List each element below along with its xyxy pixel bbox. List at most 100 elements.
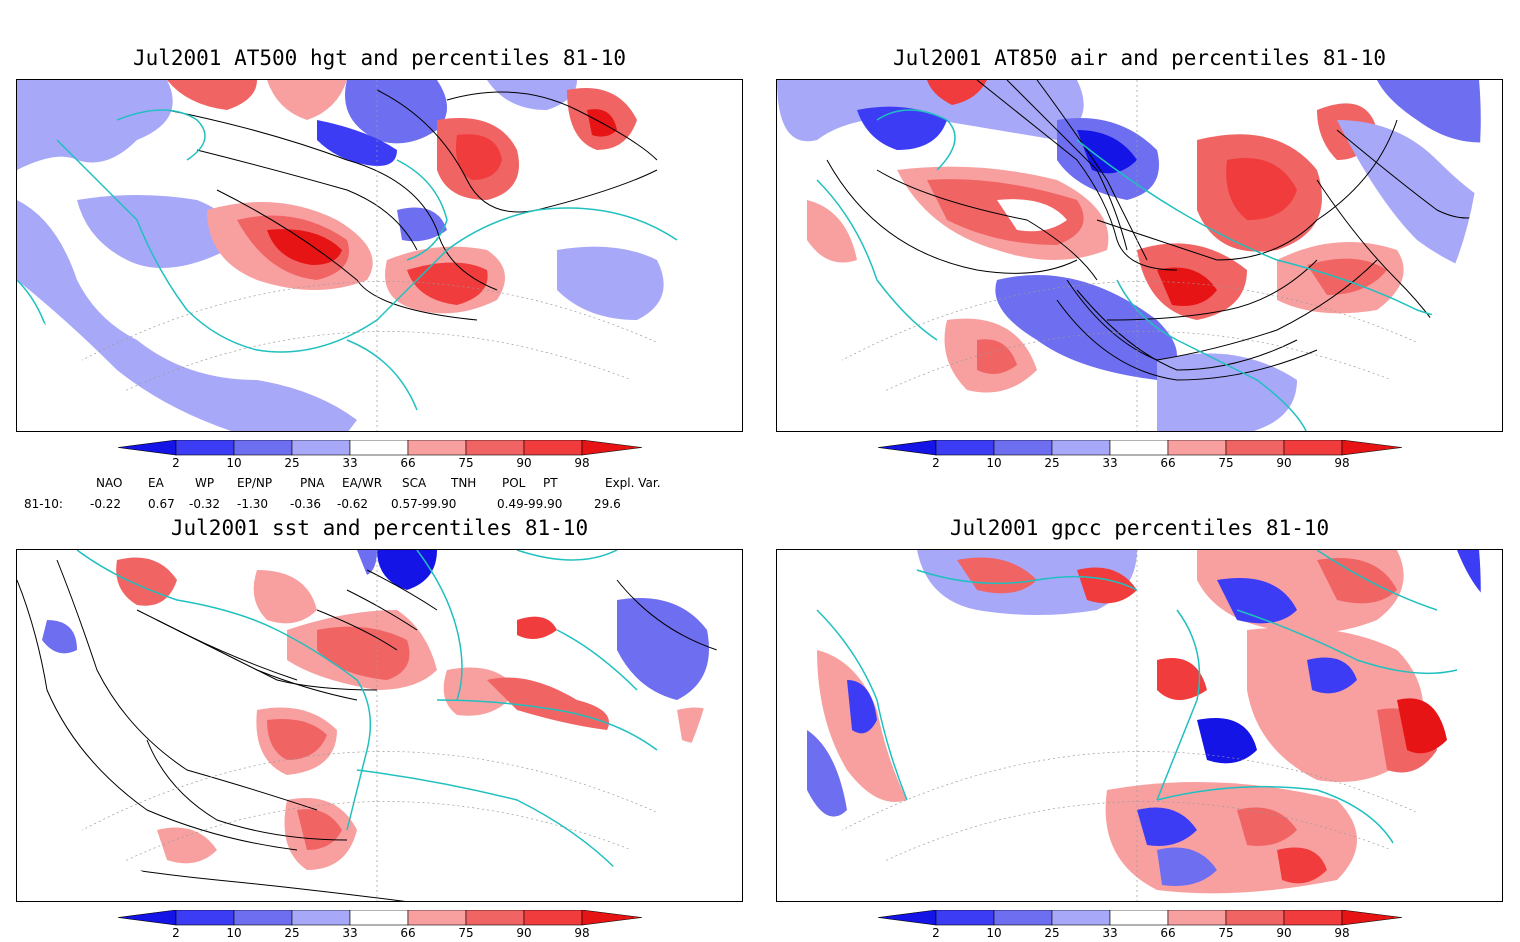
- colorbar-end-low: [878, 910, 937, 926]
- colorbar-end-high: [1341, 440, 1402, 456]
- colorbar-tick-label: 90: [1276, 926, 1292, 940]
- panel-title-sst: Jul2001 sst and percentiles 81-10: [170, 516, 589, 540]
- map-panel-gpcc: [776, 549, 1503, 902]
- colorbar-tick-label: 90: [516, 926, 532, 940]
- colorbar-tick-label: 25: [1044, 456, 1060, 470]
- colorbar-segment: [993, 910, 1053, 926]
- index-value-epnp: -1.30: [237, 497, 269, 511]
- colorbar-tick-label: 33: [342, 456, 358, 470]
- colorbar-tick-label: 98: [1334, 456, 1350, 470]
- colorbar-tick-label: 75: [1218, 456, 1234, 470]
- colorbar-segment: [465, 910, 525, 926]
- colorbar-tick-label: 33: [1102, 926, 1118, 940]
- colorbar-tick-label: 66: [1160, 456, 1176, 470]
- colorbar-segment: [291, 440, 351, 456]
- map-hgt500: [17, 80, 742, 431]
- colorbar-segment: [349, 910, 409, 926]
- colorbar-tick-label: 10: [986, 456, 1002, 470]
- index-value-ea: 0.67: [148, 497, 175, 511]
- colorbar-tick-label: 66: [1160, 926, 1176, 940]
- colorbar-end-high: [581, 440, 642, 456]
- colorbar-tick-label: 25: [1044, 926, 1060, 940]
- colorbar-segment: [1051, 910, 1111, 926]
- map-air850: [777, 80, 1502, 431]
- colorbar-end-high: [1341, 910, 1402, 926]
- colorbar-tick-label: 2: [172, 456, 180, 470]
- colorbar-tick-label: 10: [226, 456, 242, 470]
- index-header-explvar: Expl. Var.: [605, 476, 661, 490]
- panel-title-gpcc: Jul2001 gpcc percentiles 81-10: [949, 516, 1330, 540]
- colorbar-end-low: [878, 440, 937, 456]
- colorbar-segment: [1109, 910, 1169, 926]
- index-value-pna: -0.36: [290, 497, 322, 511]
- colorbar-segment: [1283, 910, 1343, 926]
- colorbar-hgt500: 2 10 25 33 66 75 90 98: [118, 440, 642, 472]
- map-panel-sst: [16, 549, 743, 902]
- colorbar-segment: [233, 910, 293, 926]
- index-header-pt: PT: [543, 476, 558, 490]
- colorbar-segment: [175, 440, 235, 456]
- colorbar-gpcc: 2 10 25 33 66 75 90 98: [878, 910, 1402, 942]
- colorbar-segment: [1167, 440, 1227, 456]
- colorbar-segment: [407, 440, 467, 456]
- colorbar-tick-label: 10: [986, 926, 1002, 940]
- index-row-label: 81-10:: [24, 497, 63, 511]
- colorbar-segment: [1109, 440, 1169, 456]
- colorbar-segment: [935, 440, 995, 456]
- map-sst: [17, 550, 742, 901]
- colorbar-tick-label: 66: [400, 926, 416, 940]
- colorbar-segment: [523, 440, 583, 456]
- colorbar-tick-label: 66: [400, 456, 416, 470]
- colorbar-tick-label: 2: [932, 456, 940, 470]
- colorbar-tick-label: 2: [172, 926, 180, 940]
- colorbar-end-high: [581, 910, 642, 926]
- colorbar-segment: [407, 910, 467, 926]
- colorbar-tick-label: 90: [1276, 456, 1292, 470]
- colorbar-sst: 2 10 25 33 66 75 90 98: [118, 910, 642, 942]
- map-panel-hgt500: [16, 79, 743, 432]
- colorbar-tick-label: 25: [284, 926, 300, 940]
- colorbar-tick-label: 90: [516, 456, 532, 470]
- index-value-explvar: 29.6: [594, 497, 621, 511]
- index-header-sca: SCA: [402, 476, 427, 490]
- index-value-nao: -0.22: [90, 497, 122, 511]
- index-header-epnp: EP/NP: [237, 476, 273, 490]
- panel-title-hgt500: Jul2001 AT500 hgt and percentiles 81-10: [132, 46, 627, 70]
- colorbar-segment: [349, 440, 409, 456]
- colorbar-end-low: [118, 440, 177, 456]
- colorbar-tick-label: 75: [458, 926, 474, 940]
- map-gpcc: [777, 550, 1502, 901]
- index-value-eawr: -0.62: [337, 497, 369, 511]
- colorbar-tick-label: 98: [1334, 926, 1350, 940]
- colorbar-segment: [1167, 910, 1227, 926]
- colorbar-tick-label: 98: [574, 456, 590, 470]
- colorbar-tick-label: 2: [932, 926, 940, 940]
- colorbar-end-low: [118, 910, 177, 926]
- colorbar-tick-label: 25: [284, 456, 300, 470]
- colorbar-segment: [1225, 440, 1285, 456]
- colorbar-segment: [993, 440, 1053, 456]
- colorbar-segment: [465, 440, 525, 456]
- colorbar-segment: [935, 910, 995, 926]
- index-value-sca-tnh: 0.57-99.90: [391, 497, 457, 511]
- colorbar-segment: [233, 440, 293, 456]
- index-value-pol-pt: 0.49-99.90: [497, 497, 563, 511]
- index-header-nao: NAO: [96, 476, 123, 490]
- colorbar-air850: 2 10 25 33 66 75 90 98: [878, 440, 1402, 472]
- index-header-eawr: EA/WR: [342, 476, 383, 490]
- colorbar-tick-label: 10: [226, 926, 242, 940]
- colorbar-segment: [175, 910, 235, 926]
- colorbar-segment: [1051, 440, 1111, 456]
- colorbar-tick-label: 98: [574, 926, 590, 940]
- colorbar-tick-label: 33: [1102, 456, 1118, 470]
- index-header-pol: POL: [502, 476, 526, 490]
- colorbar-tick-label: 33: [342, 926, 358, 940]
- colorbar-segment: [1225, 910, 1285, 926]
- index-header-tnh: TNH: [451, 476, 477, 490]
- colorbar-segment: [1283, 440, 1343, 456]
- index-header-ea: EA: [148, 476, 164, 490]
- map-panel-air850: [776, 79, 1503, 432]
- index-header-wp: WP: [195, 476, 215, 490]
- colorbar-segment: [291, 910, 351, 926]
- colorbar-tick-label: 75: [458, 456, 474, 470]
